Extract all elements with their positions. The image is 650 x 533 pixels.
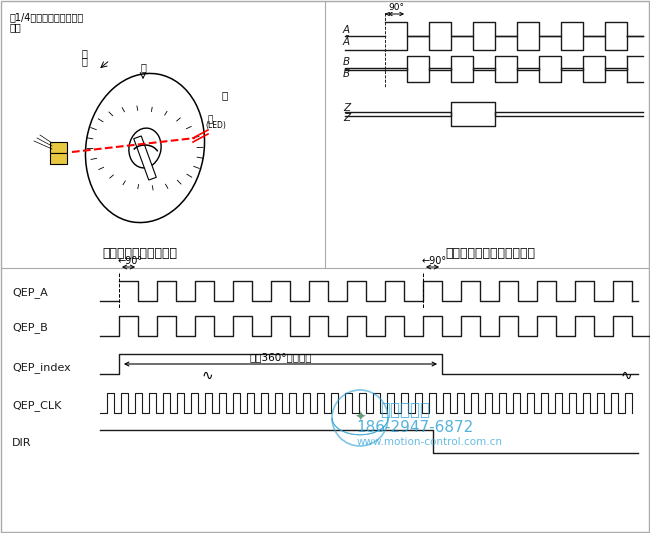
Text: QEP_index: QEP_index	[12, 362, 71, 374]
Text: 增量式光电编码器原理: 增量式光电编码器原理	[103, 247, 177, 260]
Text: QEP_B: QEP_B	[12, 322, 47, 334]
Text: Z̄: Z̄	[343, 113, 350, 123]
Text: (LED): (LED)	[205, 121, 226, 130]
Text: 光: 光	[207, 115, 213, 124]
Text: 西安德伍拓: 西安德伍拓	[380, 401, 430, 419]
Text: 光: 光	[81, 48, 87, 58]
Text: ←90°: ←90°	[422, 256, 447, 266]
Text: B̄: B̄	[343, 69, 350, 79]
Text: 一圈360°机械角度: 一圈360°机械角度	[249, 352, 312, 362]
Text: www.motion-control.com.cn: www.motion-control.com.cn	[357, 437, 503, 447]
Text: Ā: Ā	[343, 37, 350, 47]
Text: 186-2947-6872: 186-2947-6872	[356, 421, 474, 435]
Text: 增量式光电编码器输出信号: 增量式光电编码器输出信号	[445, 247, 535, 260]
Text: ←90°: ←90°	[118, 256, 143, 266]
Text: ✦: ✦	[354, 411, 366, 425]
Text: Z: Z	[343, 103, 350, 113]
FancyBboxPatch shape	[49, 141, 66, 152]
Text: ∿: ∿	[620, 369, 632, 383]
Text: B: B	[343, 57, 350, 67]
Ellipse shape	[129, 128, 161, 168]
Text: 按1/4光栅距离分布的光传: 按1/4光栅距离分布的光传	[10, 12, 84, 22]
Text: A: A	[343, 25, 350, 35]
Text: 90°: 90°	[388, 3, 404, 12]
Text: 芸: 芸	[140, 62, 146, 72]
Text: ∿: ∿	[202, 369, 214, 383]
Text: 栅: 栅	[81, 56, 87, 66]
Ellipse shape	[85, 74, 205, 223]
Text: DIR: DIR	[12, 438, 31, 448]
Text: 感器: 感器	[10, 22, 21, 32]
Text: 源: 源	[222, 90, 228, 100]
Text: QEP_A: QEP_A	[12, 287, 47, 298]
Text: QEP_CLK: QEP_CLK	[12, 400, 61, 411]
FancyBboxPatch shape	[49, 152, 66, 164]
Polygon shape	[134, 136, 156, 180]
